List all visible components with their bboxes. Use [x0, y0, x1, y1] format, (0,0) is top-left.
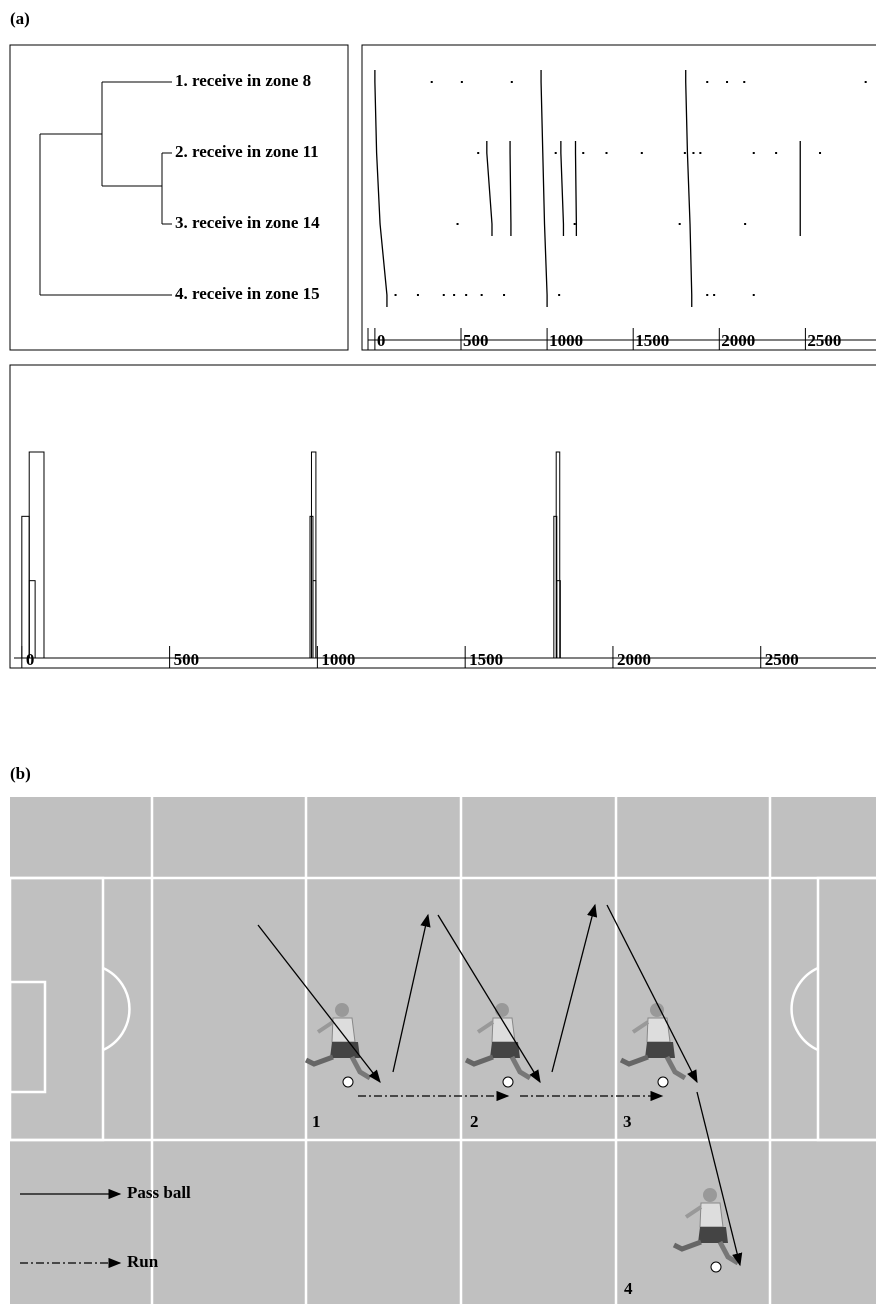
event-dot [684, 152, 686, 154]
histogram-bar [29, 581, 35, 658]
page: (a) 1. receive in zone 8 2. receive in z… [0, 0, 876, 1304]
event-dot [753, 294, 755, 296]
leaf-label: 1. receive in zone 8 [175, 71, 311, 90]
event-dot [511, 81, 513, 83]
event-dot [726, 81, 728, 83]
leaf-label: 3. receive in zone 14 [175, 213, 320, 232]
event-frame [362, 45, 876, 350]
pitch [10, 797, 876, 1304]
leaf-label: 2. receive in zone 11 [175, 142, 319, 161]
dendrogram-frame [10, 45, 348, 350]
player-number: 2 [470, 1112, 479, 1131]
pattern-line [510, 141, 511, 236]
histogram-bar [29, 452, 44, 658]
event-dot [865, 81, 867, 83]
legend-label: Run [127, 1252, 159, 1271]
x-tick-label: 2000 [721, 331, 755, 350]
event-dot [692, 152, 694, 154]
panel-label: (a) [10, 9, 30, 28]
histogram-bar [313, 581, 316, 658]
legend-label: Pass ball [127, 1183, 191, 1202]
event-dot [744, 223, 746, 225]
event-dot [582, 152, 584, 154]
x-tick-label: 0 [26, 650, 35, 669]
player-number: 1 [312, 1112, 321, 1131]
x-tick-label: 2500 [765, 650, 799, 669]
event-dot [461, 81, 463, 83]
event-dot [477, 152, 479, 154]
player-number: 3 [623, 1112, 632, 1131]
event-dot [431, 81, 433, 83]
histogram-frame [10, 365, 876, 668]
event-dot [753, 152, 755, 154]
event-dot [465, 294, 467, 296]
pattern-line [561, 141, 564, 236]
histogram-bar [311, 452, 315, 658]
event-dot [453, 294, 455, 296]
leaf-label: 4. receive in zone 15 [175, 284, 320, 303]
event-dot [743, 81, 745, 83]
x-tick-label: 2000 [617, 650, 651, 669]
event-dot [574, 223, 576, 225]
event-dot [606, 152, 608, 154]
event-dot [641, 152, 643, 154]
event-dot [417, 294, 419, 296]
figure: (a) 1. receive in zone 8 2. receive in z… [0, 0, 876, 1304]
event-dot [819, 152, 821, 154]
event-dot [555, 152, 557, 154]
event-dot [699, 152, 701, 154]
x-tick-label: 1000 [321, 650, 355, 669]
histogram-bar [22, 516, 29, 658]
x-tick-label: 0 [377, 331, 386, 350]
x-tick-label: 1500 [635, 331, 669, 350]
pattern-line [541, 70, 547, 307]
event-dot [706, 81, 708, 83]
panel-label: (b) [10, 764, 31, 783]
event-dot [457, 223, 459, 225]
event-dot [395, 294, 397, 296]
player-number: 4 [624, 1279, 633, 1298]
pattern-line [576, 141, 577, 236]
event-dot [775, 152, 777, 154]
x-tick-label: 1000 [549, 331, 583, 350]
event-dot [706, 294, 708, 296]
event-dot [679, 223, 681, 225]
event-dot [713, 294, 715, 296]
x-tick-label: 1500 [469, 650, 503, 669]
event-dot [481, 294, 483, 296]
x-tick-label: 2500 [807, 331, 841, 350]
event-dot [503, 294, 505, 296]
dendrogram [40, 82, 172, 295]
pattern-line [487, 141, 492, 236]
x-tick-label: 500 [174, 650, 200, 669]
pattern-line [375, 70, 387, 307]
pattern-line [686, 70, 692, 307]
event-dot [558, 294, 560, 296]
event-dot [443, 294, 445, 296]
x-tick-label: 500 [463, 331, 489, 350]
